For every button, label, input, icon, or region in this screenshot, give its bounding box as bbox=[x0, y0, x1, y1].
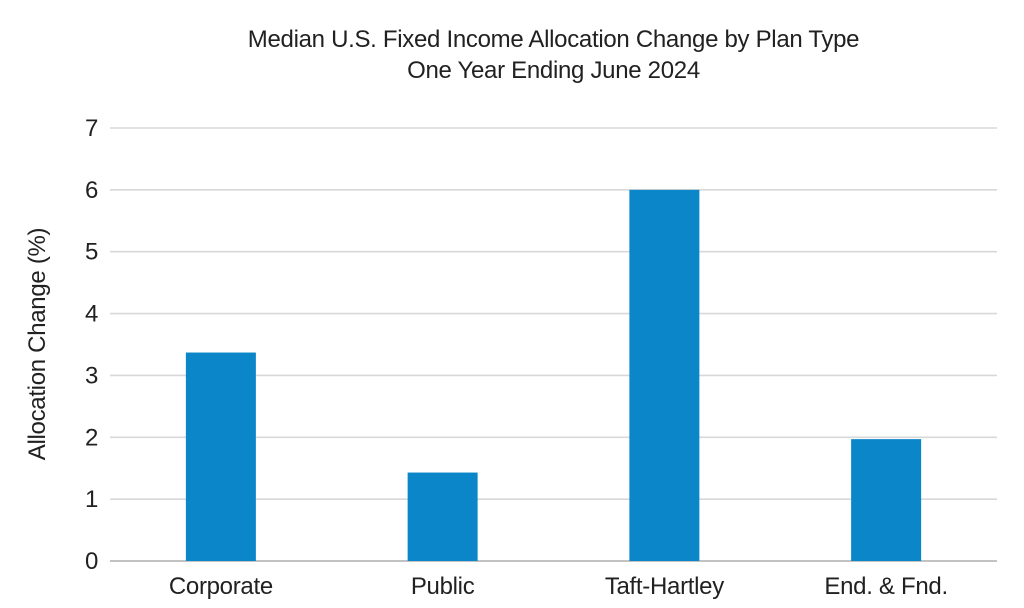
chart-title-block: Median U.S. Fixed Income Allocation Chan… bbox=[110, 24, 997, 86]
bar-corporate bbox=[185, 352, 256, 561]
y-tick-label: 4 bbox=[85, 301, 98, 328]
y-tick-label: 2 bbox=[85, 424, 98, 451]
y-tick-label: 6 bbox=[85, 177, 98, 204]
y-tick-label: 1 bbox=[85, 486, 98, 513]
chart-subtitle: One Year Ending June 2024 bbox=[407, 57, 700, 84]
bar-public bbox=[407, 472, 478, 561]
x-category-label: Corporate bbox=[169, 573, 273, 600]
x-category-label: Public bbox=[411, 573, 475, 600]
y-tick-label: 5 bbox=[85, 239, 98, 266]
x-category-label: Taft-Hartley bbox=[605, 573, 724, 600]
bar-end-fnd bbox=[851, 439, 922, 561]
bar-taft-hartley bbox=[629, 189, 700, 561]
chart-title: Median U.S. Fixed Income Allocation Chan… bbox=[247, 26, 860, 53]
y-tick-label: 7 bbox=[85, 115, 98, 142]
y-tick-label: 3 bbox=[85, 362, 98, 389]
y-tick-label: 0 bbox=[85, 548, 98, 575]
x-category-label: End. & Fnd. bbox=[824, 573, 947, 600]
